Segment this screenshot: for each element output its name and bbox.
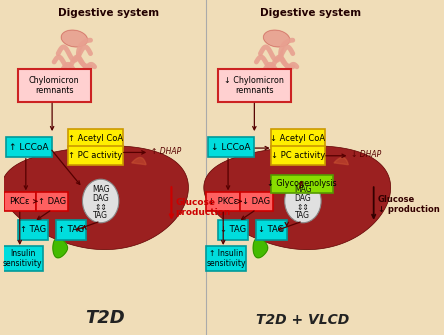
- Text: MAG: MAG: [294, 185, 312, 194]
- FancyBboxPatch shape: [68, 129, 123, 147]
- Polygon shape: [334, 157, 349, 165]
- Polygon shape: [53, 238, 67, 258]
- FancyBboxPatch shape: [68, 146, 123, 165]
- Text: DAG: DAG: [294, 194, 311, 203]
- FancyBboxPatch shape: [256, 220, 287, 240]
- Text: T2D + VLCD: T2D + VLCD: [256, 313, 349, 327]
- Text: PKCε: PKCε: [9, 197, 30, 206]
- FancyBboxPatch shape: [18, 220, 48, 240]
- Polygon shape: [2, 146, 188, 250]
- Text: ↑ Acetyl CoA: ↑ Acetyl CoA: [68, 134, 123, 143]
- FancyBboxPatch shape: [6, 137, 52, 157]
- Text: Digestive system: Digestive system: [261, 8, 361, 18]
- Text: ↑ DAG: ↑ DAG: [38, 197, 66, 206]
- Text: ↑ LCCoA: ↑ LCCoA: [9, 143, 48, 152]
- Text: Chylomicron
remnants: Chylomicron remnants: [29, 76, 79, 95]
- Text: ↓ TAG: ↓ TAG: [220, 225, 246, 234]
- Text: Digestive system: Digestive system: [58, 8, 159, 18]
- Text: ↓ PKCε: ↓ PKCε: [208, 197, 238, 206]
- Text: ↑ PC activity: ↑ PC activity: [68, 151, 123, 160]
- FancyBboxPatch shape: [270, 129, 325, 147]
- FancyBboxPatch shape: [4, 192, 36, 211]
- FancyBboxPatch shape: [270, 175, 333, 193]
- Text: MAG: MAG: [92, 185, 110, 194]
- Text: Glucose
↓ production: Glucose ↓ production: [378, 195, 440, 214]
- Text: ⇕⇕: ⇕⇕: [94, 203, 107, 211]
- FancyBboxPatch shape: [206, 192, 240, 211]
- FancyBboxPatch shape: [270, 146, 325, 165]
- Text: ↑ DHAP: ↑ DHAP: [151, 147, 182, 156]
- FancyBboxPatch shape: [206, 246, 246, 271]
- Text: ↑ TAG: ↑ TAG: [58, 225, 84, 234]
- Text: T2D: T2D: [85, 309, 125, 327]
- Text: ↓ DHAP: ↓ DHAP: [352, 150, 382, 159]
- FancyBboxPatch shape: [18, 69, 91, 102]
- Polygon shape: [61, 30, 87, 47]
- Ellipse shape: [83, 179, 119, 223]
- FancyBboxPatch shape: [208, 137, 254, 157]
- Text: TAG: TAG: [93, 211, 108, 219]
- Text: ↑ Insulin
sensitivity: ↑ Insulin sensitivity: [206, 249, 246, 268]
- FancyBboxPatch shape: [240, 192, 273, 211]
- Ellipse shape: [285, 179, 321, 223]
- Text: ↓ Acetyl CoA: ↓ Acetyl CoA: [270, 134, 325, 143]
- Text: Glucose
production: Glucose production: [175, 198, 231, 217]
- FancyBboxPatch shape: [56, 220, 87, 240]
- Text: Insulin
sensitivity: Insulin sensitivity: [3, 249, 42, 268]
- Text: ↓ Chylomicron
remnants: ↓ Chylomicron remnants: [224, 76, 284, 95]
- Text: DAG: DAG: [92, 194, 109, 203]
- Polygon shape: [132, 157, 146, 165]
- FancyBboxPatch shape: [218, 220, 248, 240]
- Polygon shape: [263, 30, 289, 47]
- Polygon shape: [253, 238, 268, 258]
- Text: ↑ TAG: ↑ TAG: [20, 225, 46, 234]
- Text: ↓ LCCoA: ↓ LCCoA: [211, 143, 251, 152]
- Text: ⇕⇕: ⇕⇕: [297, 203, 309, 211]
- FancyBboxPatch shape: [2, 246, 43, 271]
- Text: ↓ PC activity: ↓ PC activity: [271, 151, 325, 160]
- Polygon shape: [4, 0, 408, 335]
- Text: TAG: TAG: [295, 211, 310, 219]
- Text: ↓ DAG: ↓ DAG: [242, 197, 270, 206]
- Text: ↓ Glycogenolysis: ↓ Glycogenolysis: [267, 180, 337, 188]
- Polygon shape: [204, 146, 391, 250]
- Text: ↓ TAG: ↓ TAG: [258, 225, 285, 234]
- FancyBboxPatch shape: [36, 192, 68, 211]
- FancyBboxPatch shape: [218, 69, 291, 102]
